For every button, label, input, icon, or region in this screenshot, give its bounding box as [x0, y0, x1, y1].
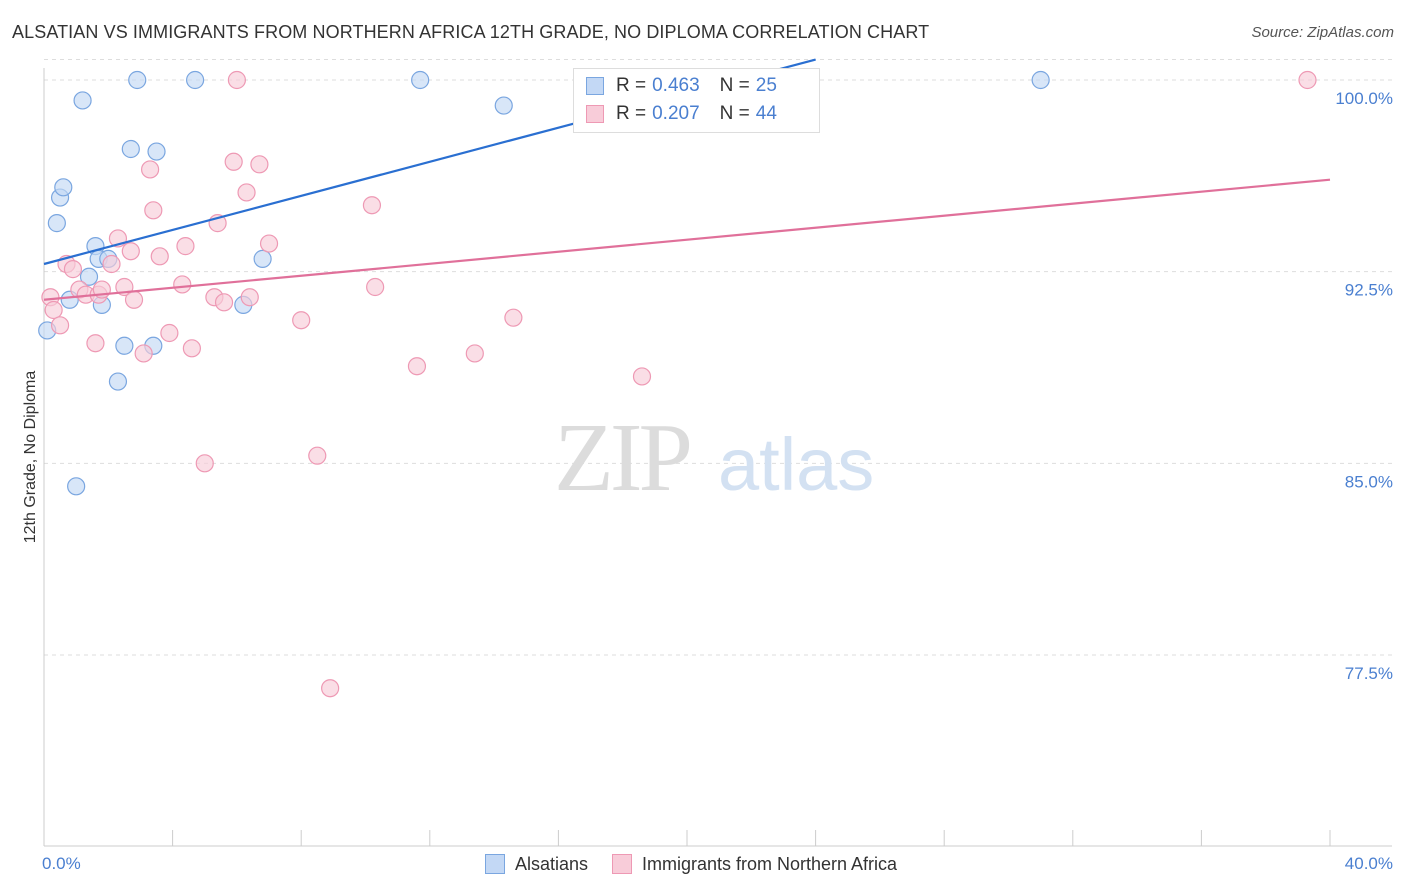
- immigrant-trend-line: [43, 178, 1331, 301]
- legend-swatch-immigrants: [611, 854, 632, 874]
- legend-r-label: R =: [616, 75, 647, 96]
- alsatian-point: [253, 249, 272, 268]
- source-label: Source: ZipAtlas.com: [1251, 24, 1394, 41]
- y-tick-label: 77.5%: [1345, 664, 1393, 683]
- immigrant-point: [237, 183, 256, 202]
- alsatian-point: [411, 70, 430, 90]
- immigrant-point: [366, 277, 385, 297]
- immigrant-point: [224, 152, 243, 171]
- y-tick-label: 100.0%: [1335, 89, 1393, 108]
- chart-title: ALSATIAN VS IMMIGRANTS FROM NORTHERN AFR…: [12, 22, 930, 42]
- immigrant-point: [63, 260, 83, 279]
- immigrant-point: [150, 247, 169, 266]
- alsatian-point: [1031, 70, 1050, 90]
- immigrant-point: [504, 308, 523, 327]
- alsatian-point: [115, 336, 134, 355]
- immigrant-point: [407, 357, 427, 376]
- alsatian-point: [494, 96, 513, 115]
- immigrant-point: [308, 446, 327, 465]
- series-legend: Alsatians Immigrants from Northern Afric…: [0, 852, 1406, 876]
- legend-item-immigrants: Immigrants from Northern Africa: [611, 853, 898, 875]
- immigrant-point: [240, 288, 259, 307]
- watermark-zip: ZIP: [554, 404, 689, 512]
- legend-item-alsatians: Alsatians: [484, 853, 588, 875]
- legend-r-value: 0.207: [652, 103, 700, 124]
- alsatian-point: [147, 142, 166, 161]
- tick-labels: 77.5% 85.0% 92.5% 100.0% 0.0% 40.0%: [42, 89, 1393, 873]
- immigrant-point: [182, 339, 201, 358]
- legend-row-alsatians: R = 0.463 N = 25: [586, 75, 777, 97]
- immigrant-point: [195, 454, 214, 473]
- immigrant-point: [121, 242, 140, 261]
- legend-n-value: 25: [755, 75, 777, 96]
- immigrant-point: [259, 234, 279, 253]
- alsatian-point: [128, 70, 147, 90]
- legend-n-label: N =: [719, 75, 750, 96]
- legend-label-alsatians: Alsatians: [514, 853, 588, 874]
- immigrant-point: [465, 344, 484, 363]
- stats-legend: R = 0.463 N = 25 R = 0.207 N = 44: [573, 68, 820, 133]
- legend-swatch-alsatians: [484, 854, 505, 874]
- grid-lines: [44, 59, 1392, 656]
- alsatian-point: [47, 214, 66, 233]
- watermark-atlas: atlas: [718, 423, 874, 506]
- immigrant-point: [292, 311, 311, 330]
- legend-r-label: R =: [616, 103, 647, 124]
- immigrant-point: [160, 323, 179, 343]
- immigrant-point: [102, 254, 121, 274]
- alsatian-point: [73, 91, 92, 110]
- immigrant-point: [50, 316, 70, 335]
- immigrant-point: [632, 367, 652, 386]
- legend-swatch-pink: [586, 105, 604, 123]
- legend-swatch-blue: [586, 77, 604, 95]
- x-tick-label: 40.0%: [1345, 854, 1393, 873]
- alsatian-point: [186, 70, 205, 90]
- y-tick-label: 92.5%: [1345, 281, 1393, 300]
- immigrant-point: [140, 160, 160, 179]
- alsatian-point: [79, 267, 99, 286]
- immigrant-point: [214, 293, 234, 312]
- legend-r-value: 0.463: [652, 75, 700, 96]
- legend-row-immigrants: R = 0.207 N = 44: [586, 103, 777, 125]
- alsatian-point: [67, 477, 86, 496]
- immigrant-point: [362, 196, 382, 215]
- x-tick-label: 0.0%: [42, 854, 81, 873]
- immigrant-point: [44, 300, 63, 320]
- alsatian-point: [108, 372, 128, 391]
- legend-label-immigrants: Immigrants from Northern Africa: [641, 853, 898, 874]
- immigrant-point: [250, 155, 269, 174]
- immigrant-point: [124, 290, 144, 309]
- alsatian-point: [54, 178, 73, 197]
- immigrant-point: [321, 679, 340, 698]
- alsatian-point: [121, 139, 140, 159]
- immigrant-point: [144, 201, 163, 220]
- legend-n-label: N =: [719, 103, 750, 124]
- y-tick-label: 85.0%: [1345, 472, 1393, 491]
- immigrant-point: [176, 237, 195, 256]
- watermark: ZIP atlas: [554, 404, 874, 512]
- immigrant-point: [173, 275, 192, 294]
- immigrant-point: [227, 70, 246, 90]
- legend-n-value: 44: [755, 103, 777, 124]
- data-points: [38, 70, 1317, 698]
- immigrant-point: [134, 344, 153, 363]
- axes: [43, 68, 1392, 847]
- immigrant-point: [86, 334, 105, 353]
- immigrant-point: [1298, 70, 1317, 90]
